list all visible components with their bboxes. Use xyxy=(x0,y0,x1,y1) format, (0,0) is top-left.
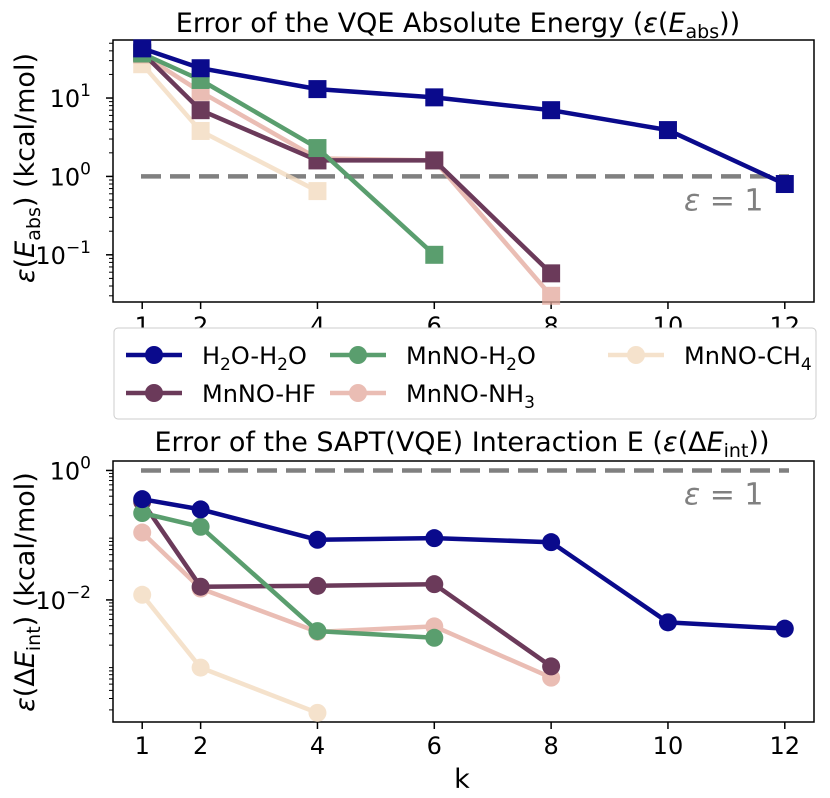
y-tick-label-top: 100 xyxy=(50,159,91,191)
legend-label: MnNO-NH3 xyxy=(406,380,535,413)
y-tick-label-bottom: 10−2 xyxy=(35,583,91,615)
legend-entry-mnno-h2o: MnNO-H2O xyxy=(330,342,536,375)
series-line xyxy=(141,510,435,641)
series-line xyxy=(141,46,786,187)
legend-entry-mnno-nh3: MnNO-NH3 xyxy=(330,380,535,413)
data-point xyxy=(191,101,210,120)
data-point xyxy=(191,658,210,677)
data-point xyxy=(133,490,152,509)
data-point xyxy=(425,529,444,548)
plot-frame-bottom xyxy=(112,460,815,723)
legend-marker xyxy=(627,346,645,364)
data-point xyxy=(308,530,327,549)
legend-swatch xyxy=(126,384,182,402)
x-tick-label-bottom: 1 xyxy=(135,732,150,760)
legend-marker xyxy=(145,346,163,364)
x-tick-label-bottom: 6 xyxy=(427,732,442,760)
data-point xyxy=(542,533,561,552)
y-tick-label-top: 10−1 xyxy=(35,238,91,270)
series-line xyxy=(140,530,553,680)
legend-entry-mnno-hf: MnNO-HF xyxy=(126,380,316,408)
y-tick-label-bottom: 100 xyxy=(50,453,91,485)
data-point xyxy=(542,264,561,283)
data-point xyxy=(542,101,561,120)
plot-frame-top xyxy=(112,39,815,303)
x-tick-label-bottom: 2 xyxy=(193,732,208,760)
series-h2o-h2o-top xyxy=(133,39,794,194)
data-point xyxy=(191,577,210,596)
reference-label-top: ε = 1 xyxy=(684,183,764,218)
data-point xyxy=(191,500,210,519)
x-tick-label-bottom: 8 xyxy=(543,732,558,760)
x-tick-label-bottom: 12 xyxy=(770,732,801,760)
chart-title-top: Error of the VQE Absolute Energy (ε(Eabs… xyxy=(176,8,740,43)
data-point xyxy=(308,139,327,158)
legend-marker xyxy=(145,384,163,402)
legend-swatch xyxy=(330,384,386,402)
data-point xyxy=(308,622,327,641)
legend-entry-mnno-ch4: MnNO-CH4 xyxy=(608,342,812,375)
legend-swatch xyxy=(330,346,386,364)
data-point xyxy=(308,182,327,201)
data-point xyxy=(425,88,444,107)
legend-swatch xyxy=(608,346,664,364)
legend: H2O-H2O MnNO-H2O MnNO-CH4 MnNO-HF MnNO-NH3 xyxy=(113,327,817,420)
data-point xyxy=(308,703,327,722)
data-point xyxy=(133,585,152,604)
series-mnno-h2o-bottom xyxy=(133,504,444,647)
legend-entry-h2o-h2o: H2O-H2O xyxy=(126,342,307,375)
data-point xyxy=(425,151,444,170)
data-point xyxy=(775,175,794,194)
legend-marker xyxy=(349,384,367,402)
data-point xyxy=(658,121,677,140)
legend-label: MnNO-H2O xyxy=(406,342,536,375)
data-point xyxy=(542,657,561,676)
data-point xyxy=(308,80,327,99)
data-point xyxy=(191,59,210,78)
legend-marker xyxy=(349,346,367,364)
data-point xyxy=(133,39,152,58)
series-mnno-ch4-bottom xyxy=(133,585,327,722)
reference-label-bottom: ε = 1 xyxy=(684,477,764,512)
data-point xyxy=(133,523,152,542)
data-point xyxy=(658,613,677,632)
y-tick-label-top: 101 xyxy=(50,81,91,113)
y-axis-label-top: ε(Eabs) (kcal/mol) xyxy=(10,53,45,283)
series-h2o-h2o-bottom xyxy=(133,490,794,638)
y-axis-label-bottom: ε(ΔEint) (kcal/mol) xyxy=(10,472,45,712)
legend-swatch xyxy=(126,346,182,364)
chart-title-bottom: Error of the SAPT(VQE) Interaction E (ε(… xyxy=(155,427,770,462)
legend-label: MnNO-HF xyxy=(202,380,316,408)
data-point xyxy=(191,517,210,536)
x-tick-label-bottom: 10 xyxy=(653,732,684,760)
data-point xyxy=(425,628,444,647)
data-point xyxy=(191,121,210,140)
data-point xyxy=(425,245,444,264)
series-line xyxy=(141,496,785,631)
legend-label: MnNO-CH4 xyxy=(684,342,812,375)
data-point xyxy=(775,619,794,638)
series-line xyxy=(140,593,319,715)
legend-label: H2O-H2O xyxy=(202,342,307,375)
x-axis-label: k xyxy=(454,764,470,795)
data-point xyxy=(308,576,327,595)
data-point xyxy=(133,504,152,523)
series-line xyxy=(141,51,436,257)
data-point xyxy=(425,575,444,594)
data-point xyxy=(542,286,561,305)
x-tick-label-bottom: 4 xyxy=(310,732,325,760)
